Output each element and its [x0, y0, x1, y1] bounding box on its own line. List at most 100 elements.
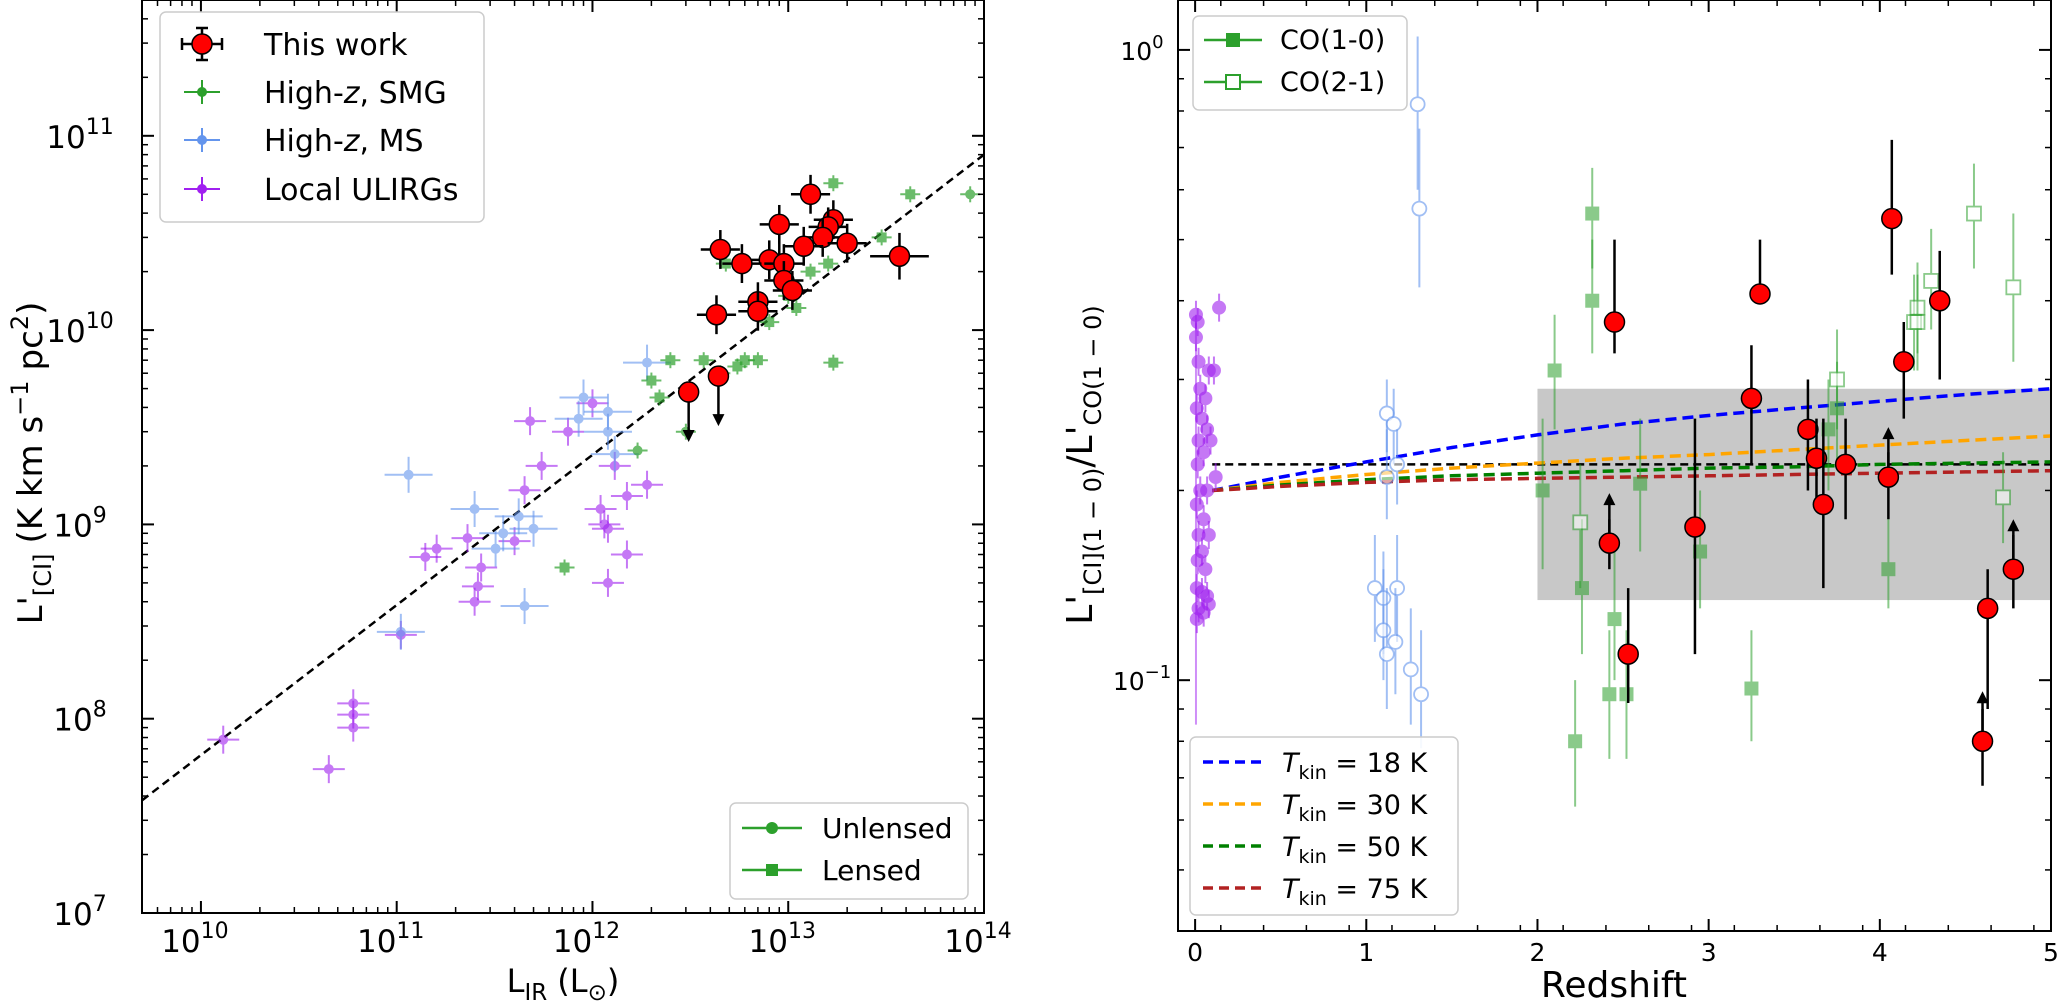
ms-z-point	[1366, 534, 1383, 642]
smg-point	[693, 352, 714, 369]
smg-point	[649, 389, 670, 406]
ulirg-point	[312, 755, 345, 784]
ulirg-z-point	[1201, 520, 1216, 549]
left-xlabel-sun: ⊙	[588, 980, 607, 1003]
legend-label-co21: CO(2-1)	[1280, 67, 1385, 98]
legend-marker-ms	[184, 128, 220, 152]
this-work-z-point	[1749, 239, 1771, 305]
ulirg-point	[458, 587, 491, 616]
y-tick-label: 109	[53, 503, 106, 544]
left-ylabel-unit: (K km s	[11, 416, 51, 544]
left-ylabel-pc: pc	[11, 330, 51, 370]
ms-point	[623, 344, 672, 381]
left-ylabel-main: L'	[11, 596, 51, 624]
this-work-point	[790, 174, 831, 214]
ulirg-point	[584, 495, 617, 524]
legend-marker-co21	[1204, 74, 1262, 90]
ulirg-point	[591, 514, 624, 543]
this-work-point	[700, 230, 740, 269]
ms-point	[376, 613, 425, 650]
this-work-point	[772, 271, 812, 310]
this-work-point	[738, 291, 778, 331]
ulirg-point	[409, 542, 442, 571]
ms-point	[590, 436, 639, 473]
co10-point	[1607, 551, 1622, 681]
ulirg-point	[337, 713, 370, 742]
x-tick-label: 1011	[357, 919, 424, 960]
ms-z-point	[1378, 588, 1395, 710]
legend-label-smg: High-z, SMG	[264, 76, 447, 111]
this-work-point	[696, 295, 737, 335]
ms-point	[559, 379, 608, 416]
this-work-point	[677, 381, 700, 443]
right-ylabel-den-sub: CO(1 − 0)	[1079, 305, 1107, 425]
this-work-z-point	[1893, 322, 1915, 419]
ulirg-point	[207, 725, 240, 754]
co10-point	[1547, 314, 1562, 430]
legend-marker-this-work	[180, 26, 224, 62]
co10-point	[1881, 519, 1896, 609]
ulirg-point	[631, 470, 664, 499]
legend-label-co10: CO(1-0)	[1280, 25, 1385, 56]
left-ylabel-exp2: 2	[6, 315, 34, 330]
smg-point	[759, 314, 780, 331]
ulirg-point	[465, 553, 498, 582]
y-tick-label: 1010	[46, 309, 113, 350]
ulirg-point	[610, 482, 643, 511]
ms-z-point	[1413, 630, 1429, 749]
co10-point	[1574, 519, 1589, 655]
this-work-z-point	[1976, 569, 1999, 710]
ry-tick-label: 10−1	[1113, 662, 1171, 696]
left-xlabel-main: L	[507, 962, 525, 1000]
ulirg-z-point	[1203, 426, 1218, 455]
left-xlabel-unit: (L	[557, 962, 587, 1000]
ulirg-point	[514, 407, 547, 436]
ulirg-z-point	[1190, 450, 1205, 479]
ulirg-z-point	[1208, 463, 1223, 492]
model-curve-0	[1211, 386, 2051, 493]
rx-tick-label: 5	[2043, 938, 2057, 967]
ulirg-point	[610, 540, 643, 569]
legend-label-this-work: This work	[263, 28, 408, 63]
x-tick-label: 1012	[553, 919, 620, 960]
legend-label-unlensed: Unlensed	[822, 812, 953, 845]
ms-z-point	[1385, 388, 1402, 465]
ulirg-z-point	[1201, 590, 1216, 619]
ulirg-point	[588, 510, 621, 539]
this-work-z-point	[1812, 418, 1835, 589]
smg-point	[818, 255, 839, 272]
legend-label-t18: Tkin = 18 K	[1282, 748, 1429, 784]
ms-point	[384, 456, 433, 493]
legend-marker-unlensed	[742, 822, 802, 834]
left-xlabel-sub: IR	[524, 980, 547, 1003]
left-plot-area	[142, 153, 984, 802]
ulirg-z-point	[1212, 293, 1227, 322]
smg-point	[554, 559, 575, 576]
right-ylabel-num: L'	[1060, 595, 1101, 625]
co10-point	[1602, 630, 1617, 759]
left-legend-box	[159, 11, 485, 223]
smg-point	[823, 354, 844, 371]
legend-label-ms: High-z, MS	[264, 124, 424, 159]
ulirg-point	[461, 572, 494, 601]
this-work-z-point	[1881, 139, 1903, 275]
ms-z-point	[1411, 128, 1428, 288]
right-legend2-box	[1189, 736, 1459, 916]
this-work-point	[870, 232, 929, 280]
this-work-z-point	[1797, 379, 1819, 491]
smg-point	[800, 263, 821, 280]
rx-tick-label: 3	[1701, 938, 1717, 967]
right-ylabel-num-sub: [CI](1 − 0)	[1079, 468, 1107, 595]
ulirg-point	[525, 451, 558, 480]
right-x-axis-label: Redshift	[1541, 965, 1687, 1003]
this-work-z-point	[1834, 418, 1857, 520]
y-tick-label: 108	[53, 698, 106, 739]
x-tick-label: 1013	[749, 919, 816, 960]
left-ylabel-close: )	[11, 302, 51, 315]
rx-tick-label: 2	[1530, 938, 1546, 967]
right-plot-area	[1188, 36, 2051, 807]
this-work-point	[827, 223, 867, 263]
right-y-axis-label: L'[CI](1 − 0)/L'CO(1 − 0)	[1060, 305, 1107, 625]
